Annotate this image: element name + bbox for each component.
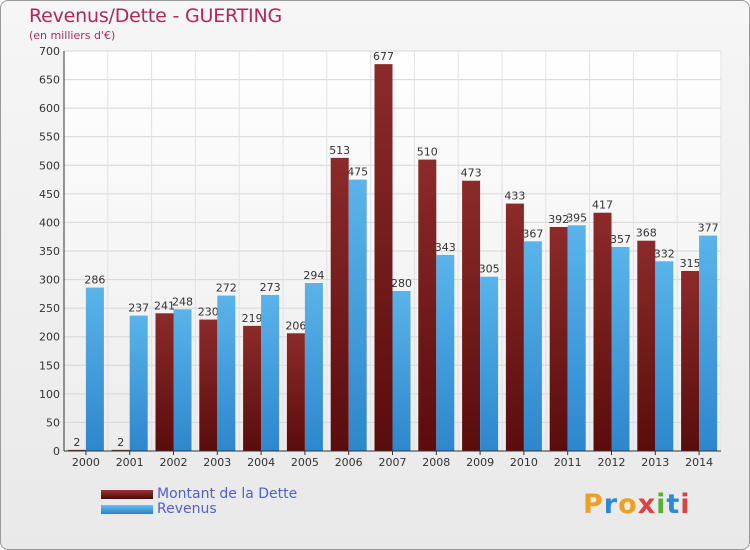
bar-revenus-2001 [129,315,148,451]
x-tick-label: 2003 [203,456,231,469]
y-tick-label: 250 [39,302,60,315]
value-label-revenus-2004: 273 [260,281,281,294]
value-label-dette-2009: 473 [461,167,482,180]
bar-dette-2009 [462,180,481,451]
y-tick-label: 650 [39,74,60,87]
value-label-revenus-2012: 357 [610,233,631,246]
y-tick-label: 100 [39,388,60,401]
y-tick-label: 300 [39,274,60,287]
y-tick-label: 550 [39,131,60,144]
x-tick-label: 2011 [554,456,582,469]
bar-dette-2008 [418,159,437,452]
x-tick-label: 2010 [510,456,538,469]
value-label-revenus-2002: 248 [172,295,193,308]
x-tick-label: 2004 [247,456,275,469]
bar-dette-2014 [681,271,700,451]
y-tick-label: 200 [39,331,60,344]
bar-revenus-2004 [261,295,280,451]
bar-revenus-2006 [348,179,367,452]
value-label-dette-2006: 513 [329,144,350,157]
bar-dette-2010 [505,203,524,451]
bar-revenus-2005 [304,283,323,451]
bar-dette-2003 [199,319,218,451]
value-label-dette-2003: 230 [198,306,219,319]
bar-revenus-2014 [699,235,718,451]
value-label-dette-2002: 241 [154,299,175,312]
value-label-dette-2001: 2 [117,436,124,449]
value-label-revenus-2006: 475 [347,166,368,179]
x-tick-label: 2005 [291,456,319,469]
value-label-dette-2008: 510 [417,146,438,159]
bar-dette-2002 [155,313,174,451]
bar-revenus-2012 [611,247,630,451]
value-label-revenus-2010: 367 [522,227,543,240]
x-tick-label: 2007 [379,456,407,469]
bar-dette-2007 [374,64,393,451]
value-label-dette-2014: 315 [680,257,701,270]
y-tick-label: 150 [39,359,60,372]
value-label-dette-2013: 368 [636,227,657,240]
bar-revenus-2002 [173,309,192,451]
bar-revenus-2008 [436,255,455,451]
bar-revenus-2003 [217,295,236,451]
x-tick-label: 2013 [641,456,669,469]
bar-revenus-2013 [655,261,674,451]
y-tick-label: 700 [39,45,60,58]
bar-dette-2012 [593,212,612,451]
bar-dette-2001 [111,449,130,451]
bar-revenus-2000 [85,287,104,451]
value-label-dette-2011: 392 [548,213,569,226]
y-tick-label: 600 [39,102,60,115]
value-label-revenus-2009: 305 [479,263,500,276]
y-tick-label: 500 [39,159,60,172]
proxiti-logo: Proxiti [583,489,691,520]
chart-subtitle: (en milliers d'€) [29,29,116,42]
value-label-dette-2012: 417 [592,199,613,212]
x-tick-label: 2001 [116,456,144,469]
value-label-revenus-2014: 377 [698,222,719,235]
x-tick-label: 2012 [598,456,626,469]
y-tick-label: 400 [39,216,60,229]
bar-revenus-2010 [523,241,542,451]
legend-label-dette: Montant de la Dette [157,486,298,502]
value-label-dette-2005: 206 [285,319,306,332]
x-tick-label: 2009 [466,456,494,469]
y-tick-label: 350 [39,245,60,258]
value-label-revenus-2000: 286 [84,274,105,287]
x-tick-label: 2006 [335,456,363,469]
bar-dette-2005 [286,333,305,451]
x-tick-label: 2008 [422,456,450,469]
x-tick-label: 2014 [685,456,713,469]
legend-swatch-revenus [101,505,153,514]
value-label-revenus-2007: 280 [391,277,412,290]
value-label-dette-2004: 219 [242,312,263,325]
y-tick-label: 50 [46,416,60,429]
value-label-dette-2000: 2 [73,436,80,449]
value-label-revenus-2001: 237 [128,302,149,315]
bar-revenus-2011 [567,225,586,451]
value-label-dette-2010: 433 [504,190,525,203]
bar-dette-2004 [243,325,262,451]
value-label-revenus-2003: 272 [216,282,237,295]
bar-dette-2000 [67,449,86,451]
chart-title: Revenus/Dette - GUERTING [29,5,282,27]
value-label-dette-2007: 677 [373,50,394,63]
y-tick-label: 450 [39,188,60,201]
value-label-revenus-2005: 294 [303,269,324,282]
legend-label-revenus: Revenus [157,501,217,517]
value-label-revenus-2013: 332 [654,247,675,260]
legend-swatch-dette [101,490,153,499]
bar-dette-2013 [637,240,656,451]
bar-dette-2011 [549,227,568,451]
bar-revenus-2007 [392,291,411,451]
bar-dette-2006 [330,157,349,451]
x-tick-label: 2000 [72,456,100,469]
value-label-revenus-2011: 395 [566,211,587,224]
y-tick-label: 0 [53,445,60,458]
bar-revenus-2009 [480,276,499,451]
value-label-revenus-2008: 343 [435,241,456,254]
x-tick-label: 2002 [160,456,188,469]
